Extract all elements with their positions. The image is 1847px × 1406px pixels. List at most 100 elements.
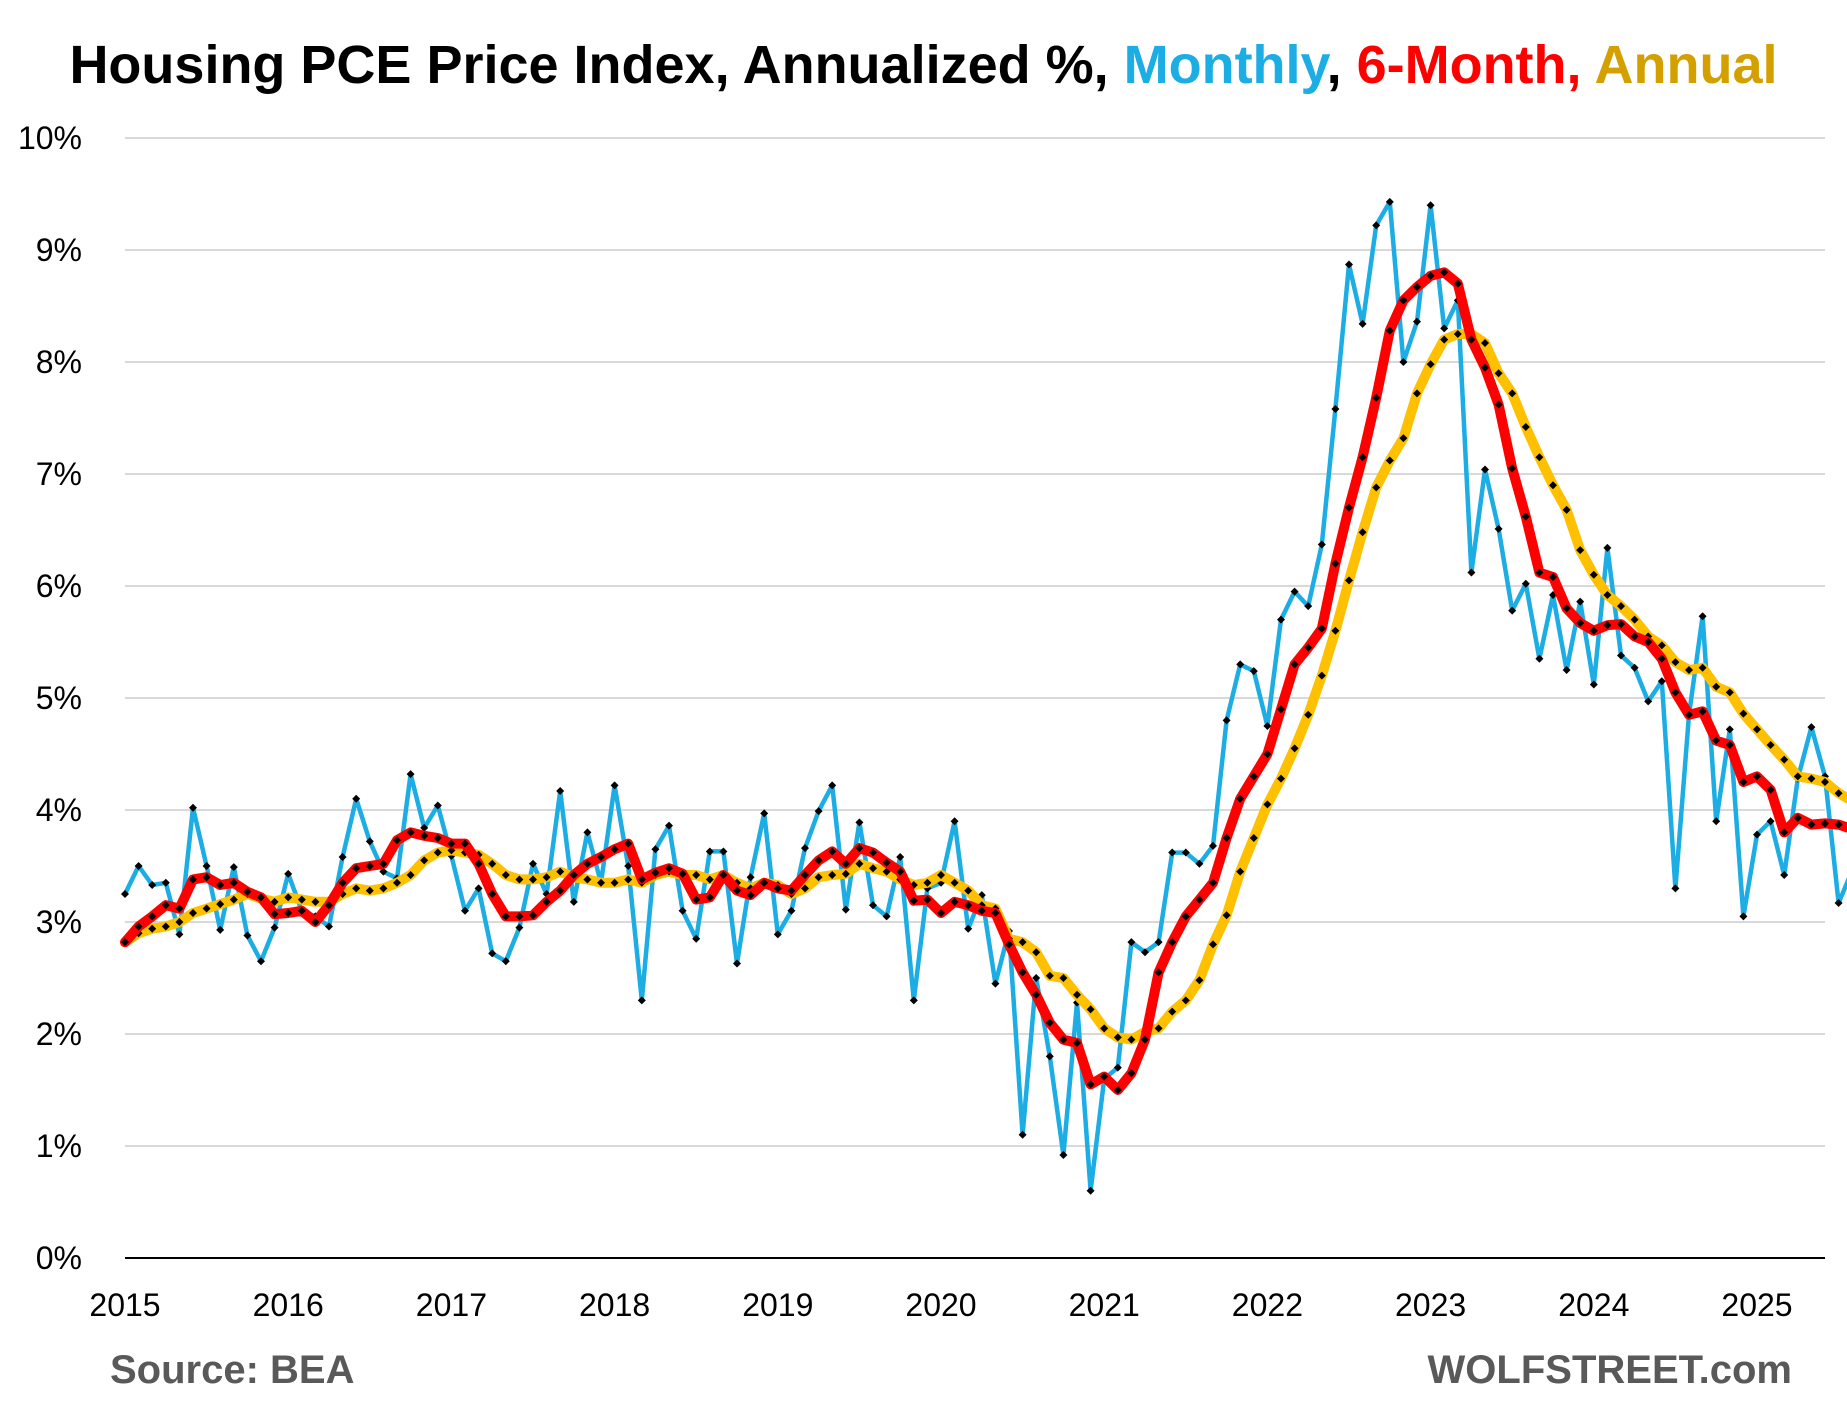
data-point-monthly [501, 957, 510, 966]
data-point-monthly [1127, 938, 1136, 947]
data-point-annual [175, 918, 184, 926]
data-point-annual [161, 922, 170, 931]
data-point-6-month [1236, 794, 1245, 803]
data-point-monthly [828, 781, 837, 790]
data-point-6-month [148, 912, 157, 921]
data-point-annual [393, 878, 401, 887]
data-point-monthly [1698, 612, 1707, 621]
data-point-monthly [1209, 841, 1217, 850]
data-point-monthly [257, 957, 265, 966]
data-point-6-month [1589, 626, 1598, 635]
title-separator: , [1326, 35, 1357, 95]
data-point-monthly [1086, 1186, 1095, 1195]
data-point-6-month [1141, 1035, 1149, 1044]
y-tick-label: 3% [36, 904, 82, 940]
data-point-annual [1617, 602, 1625, 611]
data-point-monthly [719, 847, 728, 856]
data-point-monthly [841, 905, 850, 914]
data-point-6-month [1834, 820, 1843, 829]
data-point-6-month [665, 864, 673, 873]
data-point-6-month [1821, 819, 1829, 828]
data-point-annual [923, 878, 932, 887]
data-point-monthly [1195, 859, 1204, 868]
y-tick-label: 7% [36, 456, 82, 492]
data-point-6-month [1753, 772, 1761, 781]
data-point-annual [1807, 774, 1816, 783]
data-point-annual [1100, 1024, 1109, 1033]
data-point-monthly [1181, 848, 1190, 857]
x-tick-label: 2023 [1395, 1287, 1466, 1323]
data-point-monthly [1617, 651, 1625, 660]
data-point-6-month [243, 887, 252, 896]
data-point-monthly [964, 924, 973, 933]
title-monthly: Monthly [1123, 35, 1327, 95]
data-point-monthly [161, 878, 170, 887]
data-point-6-month [1345, 503, 1353, 512]
data-point-6-month [1290, 660, 1299, 669]
data-point-6-month [841, 859, 850, 868]
data-point-monthly [1712, 817, 1721, 826]
data-point-annual [1698, 663, 1707, 672]
data-point-6-month [1317, 624, 1326, 633]
data-point-annual [352, 884, 361, 893]
y-tick-label: 10% [18, 120, 82, 156]
data-point-6-month [1059, 1035, 1068, 1044]
data-point-monthly [1399, 358, 1408, 366]
data-point-6-month [1685, 710, 1693, 719]
data-point-monthly [1766, 817, 1775, 826]
data-point-monthly [583, 828, 592, 837]
data-point-monthly [869, 901, 877, 910]
data-point-annual [1521, 422, 1530, 431]
data-point-monthly [1236, 660, 1245, 669]
source-label: Source: BEA [110, 1348, 355, 1392]
y-tick-label: 1% [36, 1128, 82, 1164]
data-point-6-month [1413, 282, 1421, 291]
data-point-monthly [1440, 324, 1449, 333]
data-point-6-month [637, 875, 646, 884]
data-point-monthly [1644, 697, 1653, 706]
data-point-6-month [1521, 512, 1530, 521]
data-point-annual [148, 924, 157, 933]
data-point-monthly [1657, 677, 1666, 686]
y-tick-label: 4% [36, 792, 82, 828]
data-point-monthly [1494, 524, 1503, 533]
data-point-6-month [488, 890, 497, 898]
data-point-monthly [1032, 974, 1041, 982]
data-point-6-month [1113, 1086, 1122, 1094]
data-point-annual [1630, 615, 1639, 624]
data-point-6-month [1453, 279, 1462, 288]
data-point-monthly [420, 823, 429, 832]
data-point-6-month [529, 911, 537, 920]
data-point-6-month [1549, 573, 1557, 582]
data-point-6-month [1073, 1038, 1081, 1047]
data-point-6-month [433, 834, 442, 842]
data-point-6-month [474, 859, 483, 868]
data-point-annual [610, 878, 619, 887]
data-point-annual [406, 870, 415, 879]
data-point-annual [297, 895, 306, 904]
data-point-6-month [1045, 1018, 1054, 1027]
data-point-monthly [175, 930, 184, 939]
y-tick-label: 2% [36, 1016, 82, 1052]
data-point-6-month [1508, 464, 1517, 473]
data-point-monthly [746, 873, 755, 882]
data-point-monthly [216, 925, 225, 934]
data-point-annual [1671, 658, 1680, 667]
data-point-annual [1277, 774, 1285, 783]
data-point-monthly [556, 786, 565, 795]
data-point-annual [1712, 682, 1721, 691]
data-point-annual [501, 870, 510, 879]
data-point-monthly [433, 801, 442, 810]
data-point-6-month [1399, 296, 1408, 305]
data-point-monthly [148, 881, 157, 890]
data-point-6-month [325, 901, 333, 910]
data-point-6-month [189, 875, 197, 884]
data-point-6-month [1358, 453, 1367, 462]
data-point-monthly [855, 818, 864, 827]
data-point-monthly [1807, 723, 1816, 732]
data-point-6-month [393, 836, 401, 845]
y-tick-label: 6% [36, 568, 82, 604]
data-point-annual [1385, 456, 1394, 465]
data-point-monthly [624, 862, 633, 870]
